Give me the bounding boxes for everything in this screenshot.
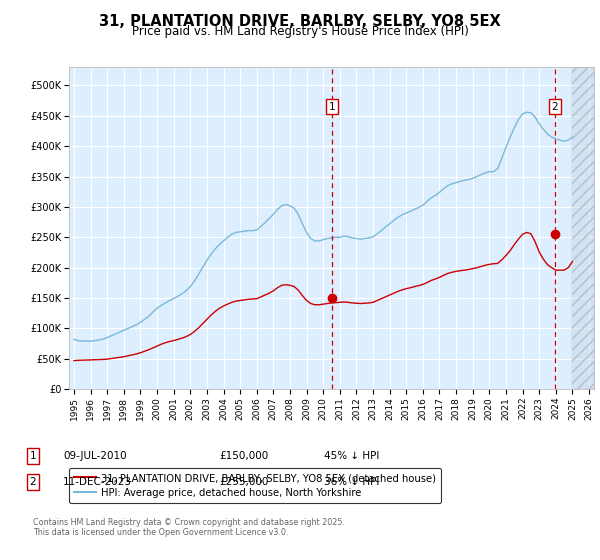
Text: 11-DEC-2023: 11-DEC-2023	[63, 477, 132, 487]
Text: 45% ↓ HPI: 45% ↓ HPI	[324, 451, 379, 461]
Text: 36% ↓ HPI: 36% ↓ HPI	[324, 477, 379, 487]
Text: 09-JUL-2010: 09-JUL-2010	[63, 451, 127, 461]
Legend: 31, PLANTATION DRIVE, BARLBY, SELBY, YO8 5EX (detached house), HPI: Average pric: 31, PLANTATION DRIVE, BARLBY, SELBY, YO8…	[69, 468, 441, 503]
Text: 2: 2	[551, 102, 558, 111]
Text: 2: 2	[29, 477, 37, 487]
Text: 1: 1	[29, 451, 37, 461]
Text: 31, PLANTATION DRIVE, BARLBY, SELBY, YO8 5EX: 31, PLANTATION DRIVE, BARLBY, SELBY, YO8…	[99, 14, 501, 29]
Text: 1: 1	[329, 102, 335, 111]
Text: £255,000: £255,000	[219, 477, 268, 487]
Text: Price paid vs. HM Land Registry's House Price Index (HPI): Price paid vs. HM Land Registry's House …	[131, 25, 469, 38]
Text: £150,000: £150,000	[219, 451, 268, 461]
Text: Contains HM Land Registry data © Crown copyright and database right 2025.
This d: Contains HM Land Registry data © Crown c…	[33, 518, 345, 538]
